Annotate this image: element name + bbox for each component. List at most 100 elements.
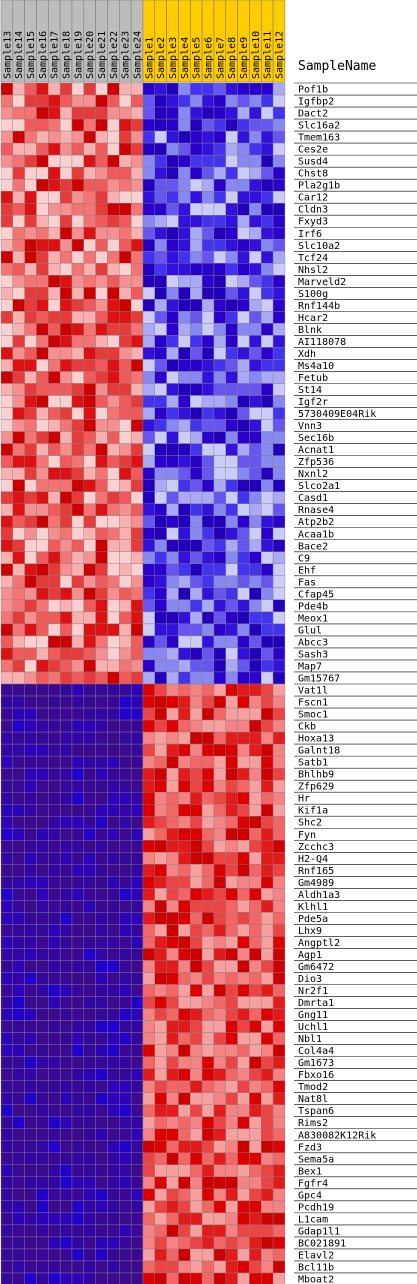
heatmap-cell bbox=[48, 419, 61, 432]
heatmap-cell bbox=[83, 395, 96, 408]
heatmap-cell bbox=[261, 888, 274, 901]
heatmap-cell bbox=[48, 1092, 61, 1105]
heatmap-cell bbox=[190, 190, 203, 204]
heatmap-cell bbox=[272, 1068, 286, 1081]
heatmap-cell bbox=[130, 94, 144, 108]
heatmap-cell bbox=[107, 1260, 120, 1274]
heatmap-cell bbox=[130, 190, 144, 204]
heatmap-cell bbox=[119, 82, 132, 96]
heatmap-cell bbox=[95, 1116, 108, 1129]
heatmap-cell bbox=[225, 142, 238, 156]
heatmap-cell bbox=[213, 852, 226, 865]
heatmap-cell bbox=[130, 527, 144, 540]
heatmap-cell bbox=[36, 695, 49, 709]
heatmap-cell bbox=[71, 924, 85, 937]
heatmap-cell bbox=[0, 828, 14, 841]
heatmap-cell bbox=[36, 82, 49, 96]
heatmap-cell bbox=[190, 948, 203, 961]
heatmap-cell bbox=[71, 1212, 85, 1226]
heatmap-cell bbox=[59, 515, 73, 528]
heatmap-cell bbox=[119, 1044, 132, 1057]
heatmap-cell bbox=[12, 407, 25, 420]
heatmap-cell bbox=[142, 948, 155, 961]
heatmap-cell bbox=[154, 455, 167, 468]
heatmap-cell bbox=[95, 106, 108, 120]
heatmap-cell bbox=[48, 1260, 61, 1274]
heatmap-cell bbox=[59, 118, 73, 132]
column-label: Sample14 bbox=[14, 31, 25, 79]
heatmap-cell bbox=[24, 828, 37, 841]
heatmap-cell bbox=[95, 575, 108, 589]
column-label: Sample24 bbox=[133, 31, 144, 79]
heatmap-cell bbox=[249, 371, 262, 384]
heatmap-cell bbox=[237, 731, 250, 745]
heatmap-cell bbox=[12, 82, 25, 96]
heatmap-cell bbox=[178, 960, 191, 973]
heatmap-cell bbox=[201, 407, 215, 420]
heatmap-cell bbox=[201, 731, 215, 745]
heatmap-cell bbox=[95, 1164, 108, 1178]
heatmap-cell bbox=[225, 539, 238, 552]
heatmap-cell bbox=[119, 443, 132, 456]
heatmap-cell bbox=[154, 407, 167, 420]
heatmap-cell bbox=[83, 719, 96, 733]
heatmap-cell bbox=[130, 515, 144, 528]
heatmap-cell bbox=[261, 828, 274, 841]
heatmap-cell bbox=[201, 791, 215, 805]
heatmap-cell bbox=[272, 443, 286, 456]
heatmap-cell bbox=[142, 539, 155, 552]
heatmap-cell bbox=[225, 707, 238, 721]
heatmap-cell bbox=[107, 755, 120, 769]
heatmap-cell bbox=[95, 1080, 108, 1093]
heatmap-cell bbox=[237, 611, 250, 625]
heatmap-cell bbox=[48, 647, 61, 661]
heatmap-cell bbox=[107, 1068, 120, 1081]
heatmap-cell bbox=[225, 996, 238, 1009]
heatmap-cell bbox=[95, 527, 108, 540]
heatmap-cell bbox=[261, 383, 274, 396]
heatmap-cell bbox=[178, 876, 191, 889]
heatmap-cell bbox=[24, 864, 37, 877]
row-label: Dact2 bbox=[298, 109, 328, 120]
heatmap-cell bbox=[142, 972, 155, 985]
heatmap-cell bbox=[130, 335, 144, 348]
heatmap-cell bbox=[48, 311, 61, 324]
heatmap-cell bbox=[107, 467, 120, 480]
heatmap-cell bbox=[83, 1044, 96, 1057]
heatmap-cell bbox=[24, 1152, 37, 1166]
heatmap-cell bbox=[201, 142, 215, 156]
heatmap-cell bbox=[59, 719, 73, 733]
heatmap-cell bbox=[107, 924, 120, 937]
heatmap-cell bbox=[107, 623, 120, 637]
heatmap-cell bbox=[36, 251, 49, 264]
heatmap-cell bbox=[59, 804, 73, 817]
heatmap-cell bbox=[261, 287, 274, 300]
heatmap-cell bbox=[71, 1152, 85, 1166]
heatmap-cell bbox=[119, 1020, 132, 1033]
heatmap-cell bbox=[272, 1236, 286, 1250]
heatmap-cell bbox=[95, 431, 108, 444]
heatmap-cell bbox=[178, 972, 191, 985]
heatmap-cell bbox=[0, 635, 14, 649]
heatmap-cell bbox=[201, 202, 215, 216]
heatmap-cell bbox=[166, 563, 179, 577]
heatmap-cell bbox=[24, 852, 37, 865]
heatmap-cell bbox=[71, 1200, 85, 1214]
heatmap-cell bbox=[142, 491, 155, 504]
heatmap-cell bbox=[59, 467, 73, 480]
heatmap-cell bbox=[71, 251, 85, 264]
heatmap-cell bbox=[107, 491, 120, 504]
row-label: Cldn3 bbox=[298, 205, 328, 216]
heatmap-cell bbox=[119, 407, 132, 420]
heatmap-cell bbox=[142, 190, 155, 204]
heatmap-cell bbox=[190, 900, 203, 913]
heatmap-cell bbox=[261, 130, 274, 144]
heatmap-cell bbox=[190, 1176, 203, 1190]
heatmap-cell bbox=[142, 719, 155, 733]
heatmap-cell bbox=[249, 491, 262, 504]
heatmap-cell bbox=[201, 479, 215, 492]
heatmap-cell bbox=[0, 1188, 14, 1202]
column-label: Sample5 bbox=[192, 37, 203, 79]
row-label: Sash3 bbox=[298, 649, 328, 660]
heatmap-cell bbox=[12, 575, 25, 589]
